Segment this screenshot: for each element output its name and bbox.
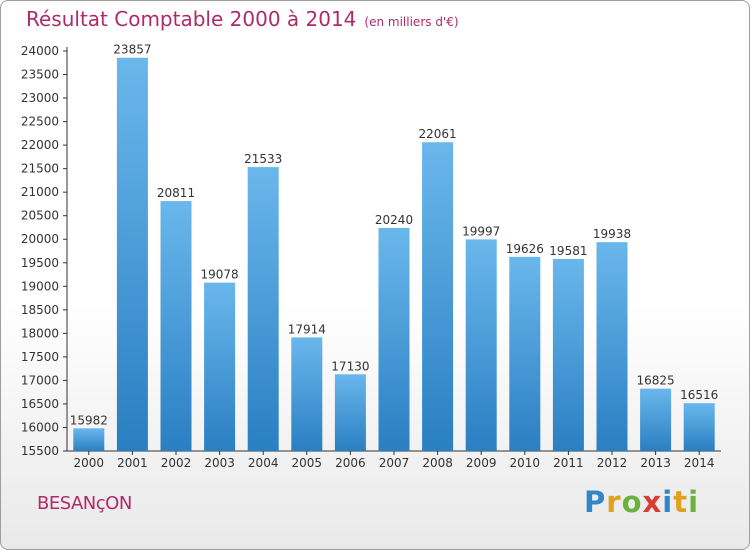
x-tick-label: 2014 bbox=[684, 456, 715, 470]
data-label: 19581 bbox=[549, 244, 587, 258]
data-label: 19626 bbox=[506, 242, 544, 256]
x-tick-label: 2006 bbox=[335, 456, 366, 470]
data-label: 19078 bbox=[201, 268, 239, 282]
y-tick-label: 16500 bbox=[21, 397, 59, 411]
data-label: 16825 bbox=[637, 374, 675, 388]
chart-title: Résultat Comptable 2000 à 2014 (en millie… bbox=[26, 7, 459, 31]
chart-title-text: Résultat Comptable 2000 à 2014 bbox=[26, 7, 357, 31]
y-tick-label: 20000 bbox=[21, 232, 59, 246]
brand-letter: t bbox=[673, 485, 689, 519]
data-label: 22061 bbox=[419, 127, 457, 141]
x-tick-label: 2013 bbox=[640, 456, 671, 470]
bar bbox=[160, 201, 192, 451]
x-tick-label: 2004 bbox=[248, 456, 279, 470]
y-tick-label: 23000 bbox=[21, 91, 59, 105]
y-tick-label: 24000 bbox=[21, 44, 59, 58]
data-label: 21533 bbox=[244, 152, 282, 166]
chart-subtitle: (en milliers d'€) bbox=[364, 15, 459, 29]
y-tick-label: 17500 bbox=[21, 350, 59, 364]
data-label: 20240 bbox=[375, 213, 413, 227]
y-tick-label: 21500 bbox=[21, 162, 59, 176]
bar bbox=[509, 256, 541, 451]
y-tick-label: 18000 bbox=[21, 326, 59, 340]
y-tick-label: 19000 bbox=[21, 279, 59, 293]
data-label: 19997 bbox=[462, 224, 500, 238]
x-tick-label: 2002 bbox=[161, 456, 192, 470]
bar bbox=[552, 258, 584, 451]
bar bbox=[116, 57, 148, 452]
bar bbox=[73, 428, 105, 451]
brand-logo: Proxiti bbox=[584, 485, 699, 519]
city-name: BESANçON bbox=[37, 493, 132, 514]
y-tick-label: 22500 bbox=[21, 115, 59, 129]
y-tick-label: 20500 bbox=[21, 209, 59, 223]
brand-letter: P bbox=[584, 485, 607, 519]
data-label: 16516 bbox=[680, 388, 718, 402]
data-label: 23857 bbox=[113, 43, 151, 57]
brand-letter: o bbox=[621, 485, 643, 519]
bar bbox=[334, 374, 366, 451]
bar bbox=[291, 337, 323, 451]
bar bbox=[378, 227, 410, 451]
y-tick-label: 22000 bbox=[21, 138, 59, 152]
data-label: 17130 bbox=[331, 359, 369, 373]
data-label: 17914 bbox=[288, 322, 326, 336]
y-tick-label: 17000 bbox=[21, 373, 59, 387]
y-tick-label: 15500 bbox=[21, 444, 59, 458]
y-tick-label: 21000 bbox=[21, 185, 59, 199]
y-tick-label: 18500 bbox=[21, 303, 59, 317]
x-tick-label: 2010 bbox=[510, 456, 541, 470]
brand-letter: i bbox=[662, 485, 674, 519]
data-label: 19938 bbox=[593, 227, 631, 241]
bar bbox=[422, 142, 454, 451]
y-tick-label: 19500 bbox=[21, 256, 59, 270]
bar bbox=[596, 242, 628, 451]
bar bbox=[640, 388, 672, 451]
bar bbox=[247, 167, 279, 451]
x-tick-label: 2009 bbox=[466, 456, 497, 470]
x-tick-label: 2000 bbox=[74, 456, 105, 470]
x-tick-label: 2008 bbox=[422, 456, 453, 470]
brand-letter: x bbox=[642, 485, 663, 519]
brand-letter: r bbox=[606, 485, 622, 519]
x-tick-label: 2012 bbox=[597, 456, 628, 470]
bar bbox=[465, 239, 497, 451]
data-label: 20811 bbox=[157, 186, 195, 200]
x-tick-label: 2001 bbox=[117, 456, 148, 470]
y-tick-label: 16000 bbox=[21, 420, 59, 434]
data-label: 15982 bbox=[70, 413, 108, 427]
x-tick-label: 2011 bbox=[553, 456, 584, 470]
x-tick-label: 2007 bbox=[379, 456, 410, 470]
brand-letter: i bbox=[688, 485, 700, 519]
y-tick-label: 23500 bbox=[21, 68, 59, 82]
x-tick-label: 2003 bbox=[204, 456, 235, 470]
bar bbox=[204, 282, 236, 451]
bar bbox=[683, 403, 715, 451]
x-tick-label: 2005 bbox=[292, 456, 323, 470]
